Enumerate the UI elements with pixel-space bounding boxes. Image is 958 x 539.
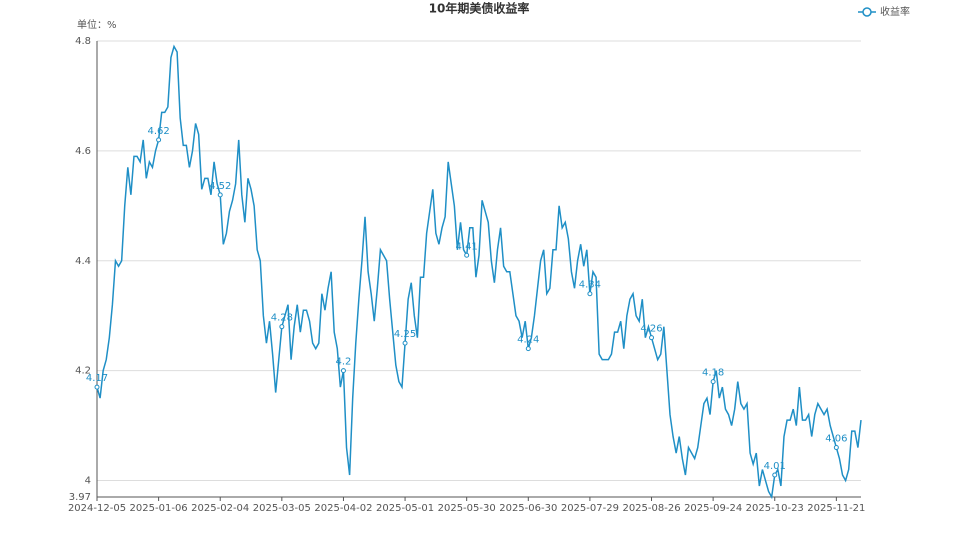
point-marker — [587, 291, 593, 297]
x-tick-label: 2025-07-29 — [561, 503, 619, 514]
y-tick-label: 4.2 — [75, 366, 91, 377]
x-tick-label: 2025-08-26 — [622, 503, 680, 514]
x-tick-label: 2025-02-04 — [191, 503, 249, 514]
point-marker — [710, 379, 716, 385]
x-tick-label: 2025-03-05 — [253, 503, 311, 514]
point-marker — [833, 445, 839, 451]
data-label: 4.34 — [579, 280, 601, 291]
data-label: 4.01 — [764, 461, 786, 472]
point-marker — [525, 346, 531, 352]
data-label: 4.26 — [640, 324, 662, 335]
data-label: 4.52 — [209, 181, 231, 192]
x-tick-label: 2025-04-02 — [314, 503, 372, 514]
y-tick-label: 4.8 — [75, 36, 91, 47]
x-tick-label: 2025-05-01 — [376, 503, 434, 514]
x-tick-label: 2025-05-30 — [438, 503, 496, 514]
legend-label: 收益率 — [880, 5, 910, 18]
x-tick-label: 2025-11-21 — [807, 503, 865, 514]
data-label: 4.41 — [456, 241, 478, 252]
chart-title: 10年期美债收益率 — [429, 1, 530, 16]
data-label: 4.06 — [825, 434, 847, 445]
series-line — [96, 44, 862, 500]
point-marker — [279, 324, 285, 330]
data-label: 4.28 — [271, 313, 293, 324]
data-label: 4.18 — [702, 368, 724, 379]
point-marker — [217, 192, 223, 198]
y-tick-label: 4 — [85, 476, 91, 487]
point-marker — [340, 368, 346, 374]
data-label: 4.62 — [147, 126, 169, 137]
data-label: 4.25 — [394, 329, 416, 340]
x-tick-label: 2025-10-23 — [746, 503, 804, 514]
point-marker — [464, 252, 470, 258]
unit-label: 单位：% — [77, 18, 117, 31]
point-marker — [772, 472, 778, 478]
y-tick-label: 3.97 — [69, 492, 91, 503]
y-tick-label: 4.6 — [75, 146, 91, 157]
point-marker — [649, 335, 655, 341]
x-tick-label: 2025-09-24 — [684, 503, 742, 514]
y-tick-label: 4.4 — [75, 256, 91, 267]
x-tick-label: 2025-06-30 — [499, 503, 557, 514]
point-marker — [94, 384, 100, 390]
legend-marker — [862, 7, 872, 17]
data-label: 4.24 — [517, 335, 539, 346]
data-label: 4.17 — [86, 373, 108, 384]
point-marker — [156, 137, 162, 143]
point-marker — [402, 340, 408, 346]
data-label: 4.2 — [335, 357, 351, 368]
x-tick-label: 2025-01-06 — [130, 503, 188, 514]
x-tick-label: 2024-12-05 — [68, 503, 126, 514]
